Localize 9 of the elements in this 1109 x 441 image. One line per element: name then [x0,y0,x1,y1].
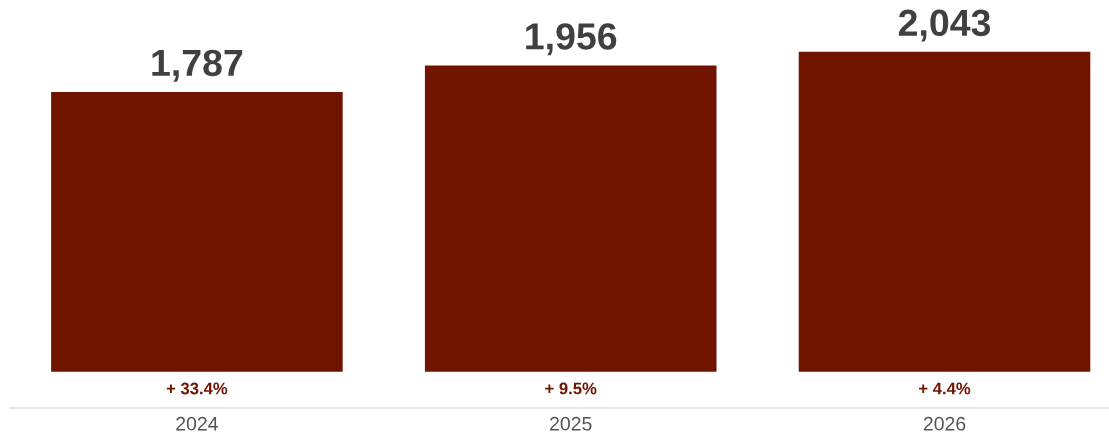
data-label: 1,787 [152,49,243,82]
x-tick-label: 2025 [550,416,592,431]
data-label: 1,956 [526,23,617,56]
text: + 9.5% [545,382,597,395]
x-tick-label: 2026 [923,416,966,431]
text: + 4.4% [919,382,971,395]
x-tick-label: 2024 [176,416,218,431]
text: + 33.4% [166,382,228,395]
data-label: 2,043 [898,9,991,42]
